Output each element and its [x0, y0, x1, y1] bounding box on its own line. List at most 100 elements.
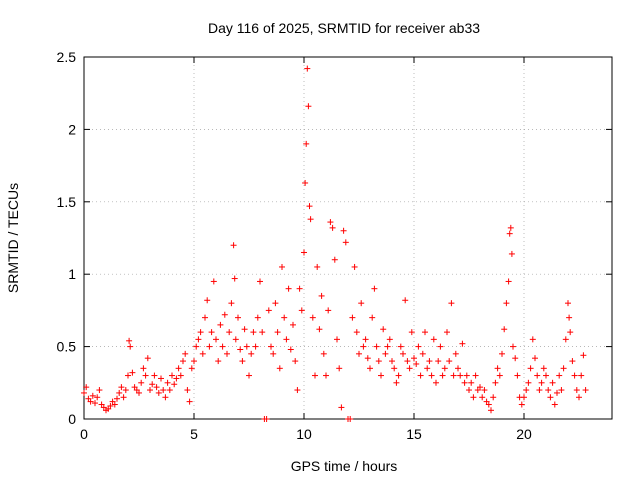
data-point: [408, 329, 415, 336]
data-point: [136, 389, 142, 396]
data-point: [580, 352, 587, 359]
data-point: [259, 329, 266, 336]
x-tick-label: 20: [516, 426, 532, 442]
data-point: [479, 394, 486, 401]
data-point: [250, 329, 257, 336]
data-point: [83, 384, 90, 391]
data-point: [547, 394, 554, 401]
data-point: [199, 350, 206, 357]
data-point: [404, 358, 411, 365]
data-point: [89, 392, 96, 399]
data-point: [302, 179, 309, 186]
data-point: [353, 329, 360, 336]
data-point: [221, 311, 228, 318]
data-point: [532, 355, 538, 362]
data-point: [129, 369, 136, 376]
data-point: [378, 372, 384, 379]
y-tick-label: 1: [68, 266, 76, 282]
data-point: [305, 103, 312, 110]
chart-title: Day 116 of 2025, SRMTID for receiver ab3…: [208, 20, 480, 36]
data-point: [450, 372, 457, 379]
data-point: [571, 372, 578, 379]
data-point: [92, 400, 98, 407]
data-point: [518, 401, 525, 408]
data-point: [468, 379, 475, 386]
data-point: [182, 350, 189, 357]
data-point: [470, 394, 477, 401]
data-point: [96, 387, 103, 394]
data-point: [527, 365, 534, 372]
data-point: [329, 224, 336, 231]
y-tick-label: 0: [68, 411, 76, 427]
data-point: [419, 350, 426, 357]
data-point: [204, 297, 211, 304]
data-point: [545, 387, 552, 394]
data-point: [294, 387, 301, 394]
data-point: [488, 407, 494, 414]
data-point: [373, 343, 380, 350]
data-point: [228, 300, 235, 307]
data-point: [169, 372, 175, 379]
data-point: [525, 379, 532, 386]
data-point: [507, 224, 514, 231]
data-point: [309, 314, 316, 321]
data-point: [87, 398, 94, 405]
data-point: [391, 365, 398, 372]
data-point: [369, 314, 376, 321]
data-point: [439, 372, 446, 379]
data-point: [549, 379, 556, 386]
data-point: [566, 314, 573, 321]
data-point: [155, 389, 162, 396]
data-point: [158, 375, 164, 382]
data-point: [230, 242, 237, 249]
data-point: [270, 350, 277, 357]
data-point: [318, 292, 325, 299]
data-point: [556, 372, 563, 379]
y-tick-label: 0.5: [57, 339, 77, 355]
data-point: [567, 329, 574, 336]
data-point: [144, 355, 151, 362]
x-tick-label: 15: [406, 426, 422, 442]
data-point: [558, 387, 565, 394]
data-point: [331, 256, 338, 263]
data-point: [576, 394, 582, 401]
data-point: [140, 365, 147, 372]
data-point: [496, 372, 503, 379]
data-points: [81, 65, 589, 422]
data-point: [430, 336, 437, 343]
data-point: [400, 350, 406, 357]
data-point: [510, 343, 516, 350]
data-point: [120, 394, 127, 401]
data-point: [389, 358, 395, 365]
data-point: [386, 336, 393, 343]
data-point: [485, 401, 492, 408]
data-point: [307, 216, 314, 223]
data-point: [276, 365, 283, 372]
data-point: [560, 365, 567, 372]
data-point: [512, 355, 519, 362]
data-point: [569, 358, 576, 365]
data-point: [424, 365, 431, 372]
data-point: [195, 336, 202, 343]
data-point: [188, 365, 195, 372]
data-point: [334, 336, 340, 343]
data-point: [523, 387, 530, 394]
data-point: [215, 358, 222, 365]
plot-frame: [83, 56, 613, 420]
data-point: [274, 329, 281, 336]
data-point: [202, 314, 208, 321]
data-point: [94, 394, 101, 401]
data-point: [551, 401, 558, 408]
data-point: [362, 336, 369, 343]
data-point: [461, 379, 468, 386]
data-point: [303, 140, 310, 147]
data-point: [503, 300, 510, 307]
data-point: [239, 358, 246, 365]
data-point: [81, 389, 87, 396]
data-point: [166, 387, 173, 394]
data-point: [184, 387, 191, 394]
y-tick-label: 2: [68, 121, 76, 137]
data-point: [562, 336, 569, 343]
data-point: [514, 372, 521, 379]
data-point: [490, 394, 497, 401]
